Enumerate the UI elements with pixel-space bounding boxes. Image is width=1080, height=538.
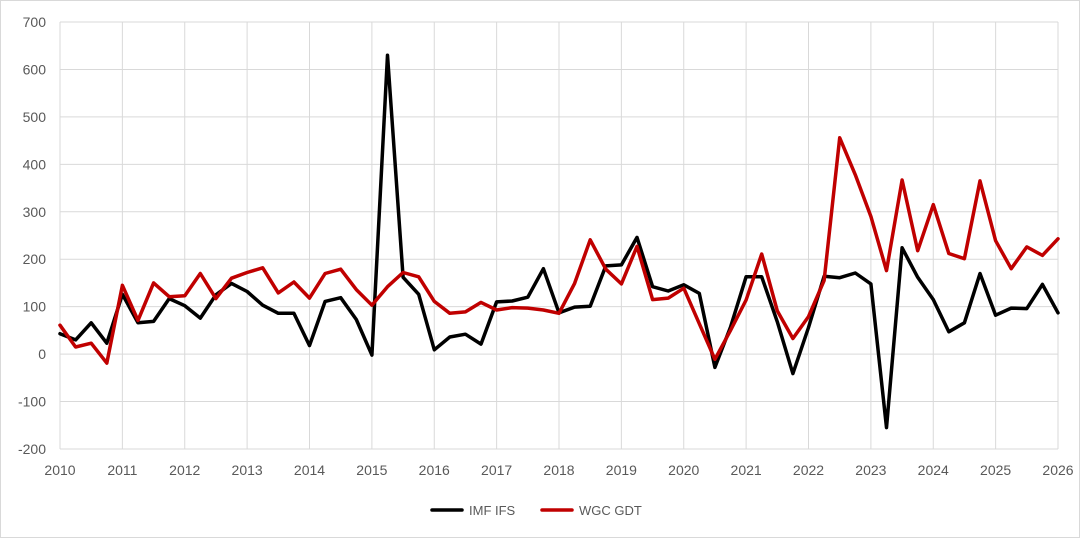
y-tick-label: 100	[23, 299, 47, 315]
x-tick-label: 2019	[606, 462, 637, 478]
x-tick-label: 2017	[481, 462, 512, 478]
x-tick-label: 2011	[107, 462, 137, 478]
y-tick-label: 0	[38, 346, 46, 362]
y-tick-label: 300	[23, 204, 47, 220]
y-tick-label: -200	[18, 441, 46, 457]
y-axis-ticks: -200 -100 0 100 200 300 400 500 600 700	[18, 14, 46, 457]
legend-label: IMF IFS	[469, 503, 516, 518]
y-tick-label: -100	[18, 394, 46, 410]
series-lines	[58, 53, 1060, 430]
x-tick-label: 2024	[918, 462, 949, 478]
x-tick-label: 2022	[793, 462, 824, 478]
y-tick-label: 700	[23, 14, 47, 30]
x-tick-label: 2010	[44, 462, 75, 478]
y-tick-label: 200	[23, 251, 47, 267]
x-tick-label: 2020	[668, 462, 699, 478]
x-tick-label: 2015	[356, 462, 387, 478]
y-tick-label: 500	[23, 109, 47, 125]
x-tick-label: 2014	[294, 462, 325, 478]
x-tick-label: 2025	[980, 462, 1011, 478]
x-tick-label: 2026	[1042, 462, 1073, 478]
legend: IMF IFS WGC GDT	[430, 503, 642, 518]
series-line-wgc-gdt	[58, 136, 1060, 365]
legend-label: WGC GDT	[579, 503, 642, 518]
gridlines	[59, 21, 1059, 450]
x-tick-label: 2018	[543, 462, 574, 478]
x-tick-label: 2012	[169, 462, 200, 478]
x-tick-label: 2013	[232, 462, 263, 478]
x-tick-label: 2021	[731, 462, 762, 478]
x-tick-label: 2016	[419, 462, 450, 478]
x-axis-ticks: 2010 2011 2012 2013 2014 2015 2016 2017 2018 2019…	[44, 462, 1073, 478]
y-tick-label: 400	[23, 156, 47, 172]
y-tick-label: 600	[23, 61, 47, 77]
x-tick-label: 2023	[855, 462, 886, 478]
